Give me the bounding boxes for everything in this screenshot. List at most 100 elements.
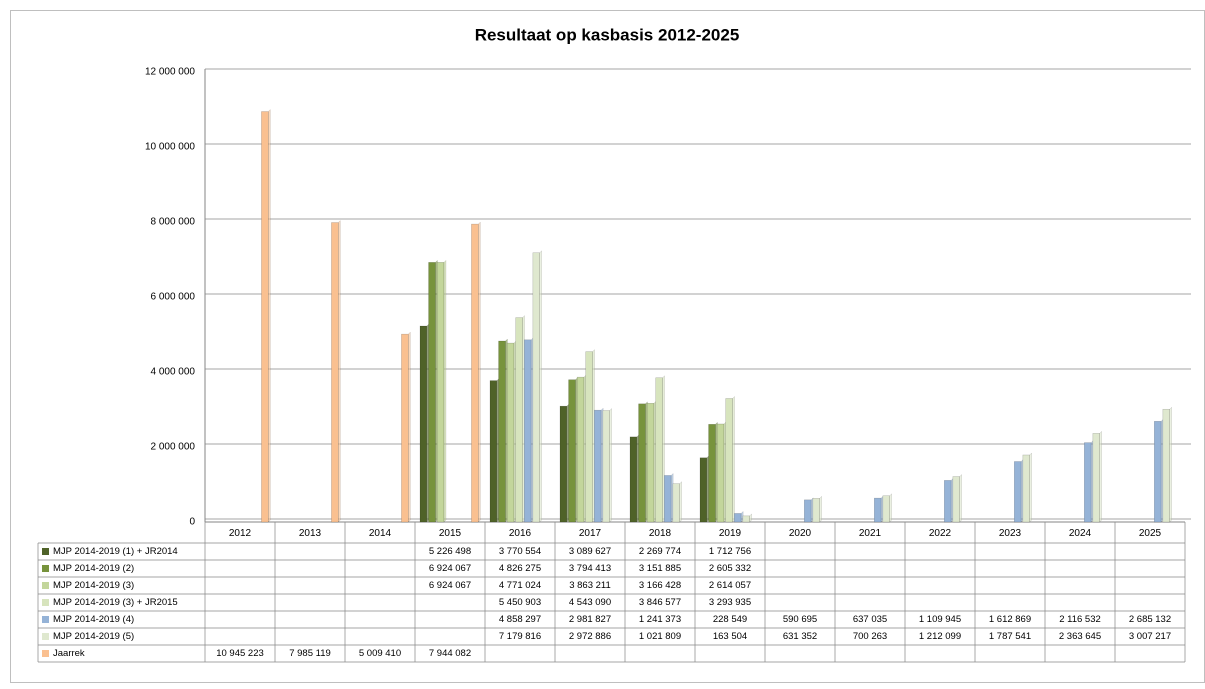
- y-tick-label: 12 000 000: [145, 67, 195, 78]
- table-value: 2 605 332: [709, 563, 751, 574]
- legend-swatch: [42, 650, 49, 657]
- bar: [1084, 442, 1092, 523]
- bar: [725, 398, 733, 523]
- bar: [716, 423, 725, 523]
- table-value: 4 543 090: [569, 597, 611, 608]
- table-value: 4 826 275: [499, 563, 541, 574]
- x-tick-label: 2014: [369, 528, 392, 539]
- bar: [672, 483, 680, 523]
- bar: [524, 339, 532, 523]
- table-value: 4 858 297: [499, 614, 541, 625]
- table-value: 3 293 935: [709, 597, 751, 608]
- legend-swatch: [42, 599, 49, 606]
- legend-label: MJP 2014-2019 (5): [53, 631, 134, 642]
- table-value: 10 945 223: [216, 648, 264, 659]
- bar-side: [889, 493, 892, 523]
- table-value: 3 770 554: [499, 546, 541, 557]
- y-tick-label: 6 000 000: [151, 292, 196, 303]
- bar: [261, 111, 269, 523]
- bar: [804, 499, 812, 523]
- bar: [594, 409, 602, 523]
- bar: [734, 513, 742, 523]
- table-value: 5 450 903: [499, 597, 541, 608]
- y-tick-label: 4 000 000: [151, 367, 196, 378]
- bar: [419, 325, 428, 523]
- table-value: 2 972 886: [569, 631, 611, 642]
- legend-label: MJP 2014-2019 (3) + JR2015: [53, 597, 178, 608]
- y-tick-label: 2 000 000: [151, 442, 196, 453]
- bar: [742, 515, 750, 523]
- x-tick-label: 2015: [439, 528, 462, 539]
- bar: [629, 436, 638, 523]
- bar: [471, 223, 479, 523]
- bar: [559, 405, 568, 523]
- legend-label: MJP 2014-2019 (2): [53, 563, 134, 574]
- x-tick-label: 2019: [719, 528, 742, 539]
- bar-side: [408, 331, 411, 523]
- table-value: 1 612 869: [989, 614, 1031, 625]
- bar: [874, 497, 882, 523]
- bar: [1014, 461, 1022, 523]
- bar: [638, 403, 646, 523]
- table-value: 1 109 945: [919, 614, 961, 625]
- legend-swatch: [42, 616, 49, 623]
- table-value: 3 166 428: [639, 580, 681, 591]
- table-value: 3 863 211: [569, 580, 611, 591]
- table-value: 1 712 756: [709, 546, 751, 557]
- bar: [602, 410, 610, 523]
- table-value: 3 007 217: [1129, 631, 1171, 642]
- table-value: 6 924 067: [429, 580, 471, 591]
- bar: [1092, 433, 1100, 523]
- bar: [401, 333, 409, 523]
- table-value: 1 212 099: [919, 631, 961, 642]
- bar-side: [1169, 406, 1172, 523]
- table-value: 2 981 827: [569, 614, 611, 625]
- x-tick-label: 2017: [579, 528, 602, 539]
- bar-side: [609, 407, 612, 523]
- bar: [489, 380, 498, 523]
- bar-side: [959, 473, 962, 523]
- x-tick-label: 2025: [1139, 528, 1162, 539]
- bar: [699, 457, 708, 523]
- x-tick-label: 2023: [999, 528, 1022, 539]
- bar: [436, 262, 445, 523]
- bar-side: [749, 513, 752, 523]
- x-tick-label: 2024: [1069, 528, 1092, 539]
- table-value: 3 151 885: [639, 563, 681, 574]
- table-value: 7 944 082: [429, 648, 471, 659]
- table-value: 4 771 024: [499, 580, 541, 591]
- legend-label: Jaarrek: [53, 648, 85, 659]
- table-value: 1 241 373: [639, 614, 681, 625]
- legend-swatch: [42, 582, 49, 589]
- y-tick-label: 8 000 000: [151, 217, 196, 228]
- bar: [1154, 421, 1162, 523]
- table-value: 228 549: [713, 614, 747, 625]
- table-value: 3 794 413: [569, 563, 611, 574]
- table-value: 6 924 067: [429, 563, 471, 574]
- x-tick-label: 2013: [299, 528, 322, 539]
- table-value: 2 685 132: [1129, 614, 1171, 625]
- bar-side: [539, 250, 542, 523]
- table-value: 590 695: [783, 614, 817, 625]
- bar: [515, 317, 523, 523]
- bar: [882, 495, 890, 523]
- table-value: 1 021 809: [639, 631, 681, 642]
- y-tick-label: 10 000 000: [145, 142, 195, 153]
- bar-side: [1029, 452, 1032, 523]
- table-value: 7 179 816: [499, 631, 541, 642]
- bar: [655, 377, 663, 523]
- table-value: 2 269 774: [639, 546, 681, 557]
- table-value: 7 985 119: [289, 648, 331, 659]
- bar: [568, 379, 576, 523]
- legend-swatch: [42, 548, 49, 555]
- legend-label: MJP 2014-2019 (4): [53, 614, 134, 625]
- x-tick-label: 2020: [789, 528, 812, 539]
- bar: [812, 498, 820, 523]
- legend-label: MJP 2014-2019 (3): [53, 580, 134, 591]
- y-tick-label: 0: [189, 517, 195, 528]
- bar-side: [478, 221, 481, 523]
- bar: [708, 424, 716, 523]
- legend-swatch: [42, 565, 49, 572]
- bar: [532, 252, 540, 523]
